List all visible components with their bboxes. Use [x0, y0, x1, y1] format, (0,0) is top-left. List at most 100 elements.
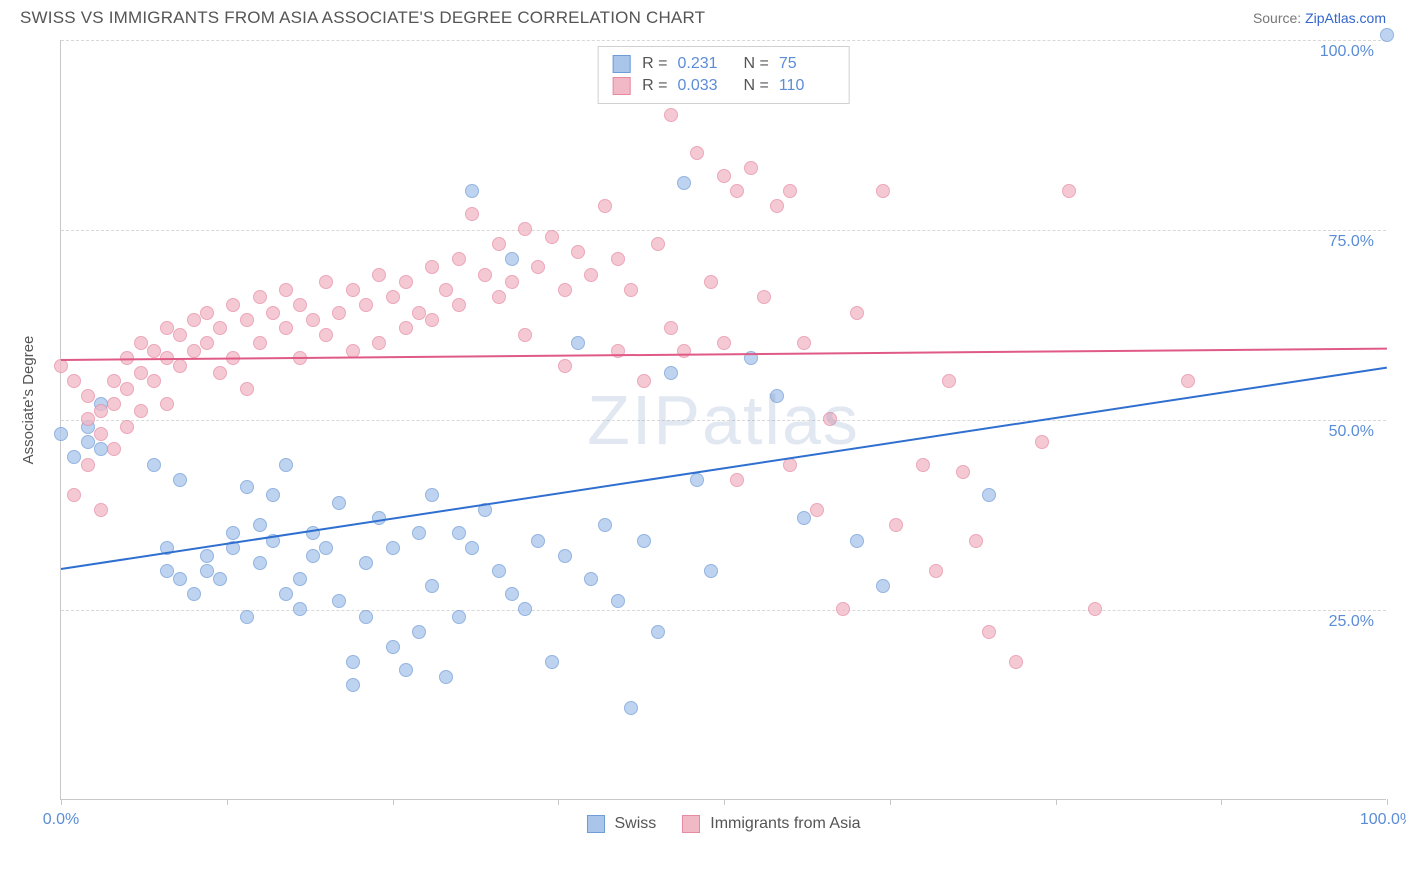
- scatter-point: [67, 488, 81, 502]
- scatter-point: [346, 655, 360, 669]
- scatter-point: [147, 458, 161, 472]
- x-tick: [61, 799, 62, 805]
- scatter-point: [120, 420, 134, 434]
- scatter-point: [226, 526, 240, 540]
- scatter-point: [531, 534, 545, 548]
- scatter-point: [160, 564, 174, 578]
- scatter-point: [611, 252, 625, 266]
- scatter-point: [81, 458, 95, 472]
- scatter-point: [346, 678, 360, 692]
- scatter-point: [637, 374, 651, 388]
- scatter-point: [492, 290, 506, 304]
- chart-header: SWISS VS IMMIGRANTS FROM ASIA ASSOCIATE'…: [0, 0, 1406, 32]
- scatter-point: [439, 283, 453, 297]
- scatter-point: [253, 518, 267, 532]
- scatter-point: [134, 366, 148, 380]
- scatter-point: [730, 184, 744, 198]
- scatter-point: [982, 488, 996, 502]
- scatter-point: [425, 260, 439, 274]
- scatter-point: [783, 184, 797, 198]
- scatter-point: [359, 298, 373, 312]
- scatter-point: [240, 610, 254, 624]
- scatter-point: [160, 321, 174, 335]
- scatter-point: [173, 572, 187, 586]
- scatter-point: [757, 290, 771, 304]
- scatter-point: [332, 594, 346, 608]
- scatter-point: [107, 374, 121, 388]
- scatter-point: [969, 534, 983, 548]
- scatter-point: [704, 564, 718, 578]
- scatter-point: [200, 564, 214, 578]
- scatter-point: [545, 230, 559, 244]
- scatter-point: [412, 306, 426, 320]
- scatter-point: [200, 306, 214, 320]
- asia-legend-swatch-icon: [682, 815, 700, 833]
- scatter-point: [319, 328, 333, 342]
- scatter-point: [54, 427, 68, 441]
- scatter-point: [439, 670, 453, 684]
- scatter-point: [279, 321, 293, 335]
- scatter-point: [399, 663, 413, 677]
- scatter-point: [213, 572, 227, 586]
- scatter-point: [67, 374, 81, 388]
- gridline-horizontal: [61, 40, 1386, 41]
- scatter-point: [1088, 602, 1102, 616]
- scatter-point: [293, 572, 307, 586]
- swiss-r-value: 0.231: [678, 53, 734, 75]
- scatter-point: [425, 313, 439, 327]
- scatter-point: [94, 404, 108, 418]
- scatter-point: [876, 579, 890, 593]
- scatter-point: [173, 359, 187, 373]
- scatter-point: [200, 336, 214, 350]
- scatter-point: [332, 496, 346, 510]
- gridline-horizontal: [61, 230, 1386, 231]
- legend-row-asia: R = 0.033 N = 110: [612, 75, 835, 97]
- scatter-point: [611, 594, 625, 608]
- scatter-point: [187, 313, 201, 327]
- scatter-point: [107, 397, 121, 411]
- scatter-point: [797, 511, 811, 525]
- y-tick-label: 75.0%: [1329, 233, 1374, 251]
- scatter-point: [598, 518, 612, 532]
- scatter-point: [1181, 374, 1195, 388]
- scatter-point: [452, 252, 466, 266]
- y-tick-label: 25.0%: [1329, 613, 1374, 631]
- x-tick-label-right: 100.0%: [1360, 811, 1406, 829]
- scatter-point: [584, 268, 598, 282]
- scatter-point: [187, 344, 201, 358]
- swiss-legend-label: Swiss: [614, 815, 656, 833]
- scatter-point: [704, 275, 718, 289]
- legend-item-asia: Immigrants from Asia: [682, 815, 860, 833]
- asia-legend-label: Immigrants from Asia: [710, 815, 860, 833]
- scatter-point: [797, 336, 811, 350]
- scatter-point: [94, 503, 108, 517]
- scatter-point: [571, 245, 585, 259]
- scatter-point: [876, 184, 890, 198]
- scatter-point: [492, 237, 506, 251]
- scatter-point: [651, 237, 665, 251]
- scatter-point: [134, 336, 148, 350]
- asia-swatch-icon: [612, 77, 630, 95]
- scatter-point: [412, 625, 426, 639]
- scatter-point: [200, 549, 214, 563]
- legend-bottom: Swiss Immigrants from Asia: [586, 815, 860, 833]
- y-tick-label: 50.0%: [1329, 423, 1374, 441]
- scatter-point: [518, 222, 532, 236]
- scatter-point: [425, 579, 439, 593]
- scatter-point: [505, 587, 519, 601]
- gridline-horizontal: [61, 610, 1386, 611]
- scatter-point: [386, 290, 400, 304]
- scatter-point: [279, 283, 293, 297]
- scatter-point: [372, 268, 386, 282]
- scatter-point: [240, 313, 254, 327]
- scatter-point: [279, 458, 293, 472]
- x-tick: [558, 799, 559, 805]
- scatter-point: [452, 298, 466, 312]
- scatter-point: [319, 275, 333, 289]
- source-link[interactable]: ZipAtlas.com: [1305, 10, 1386, 26]
- scatter-point: [624, 283, 638, 297]
- scatter-point: [173, 328, 187, 342]
- scatter-point: [558, 549, 572, 563]
- scatter-point: [452, 610, 466, 624]
- scatter-point: [1062, 184, 1076, 198]
